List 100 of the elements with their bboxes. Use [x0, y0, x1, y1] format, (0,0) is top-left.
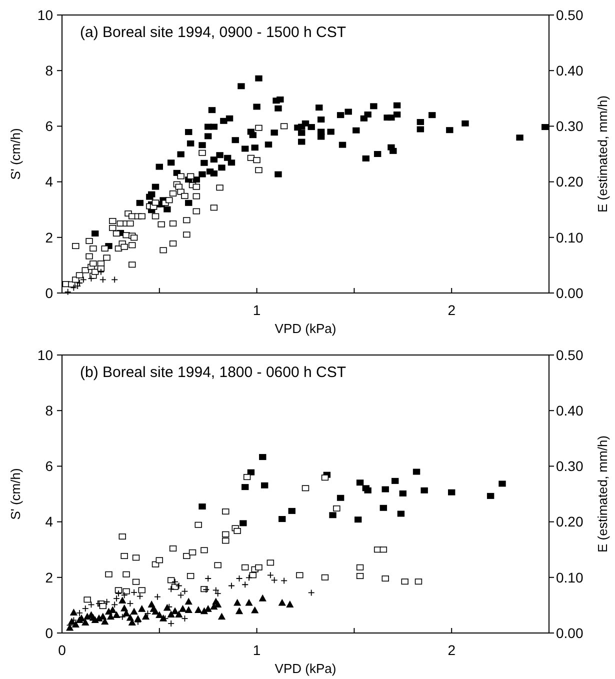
point	[70, 608, 78, 616]
point	[333, 505, 340, 512]
point	[204, 605, 212, 612]
point	[198, 504, 206, 510]
point	[242, 581, 249, 588]
y2-tick-label: 0.00	[556, 284, 584, 301]
point	[136, 592, 144, 600]
point	[242, 564, 249, 570]
point	[126, 600, 134, 607]
point	[118, 534, 126, 540]
point	[74, 282, 82, 290]
point	[321, 574, 329, 580]
point	[356, 573, 364, 580]
point	[399, 490, 406, 496]
point	[76, 610, 83, 616]
point	[392, 478, 399, 484]
point	[214, 590, 222, 597]
point	[214, 562, 222, 568]
point	[88, 601, 95, 608]
point	[84, 596, 91, 603]
y2-tick-label: 0.20	[556, 174, 584, 190]
point	[288, 508, 296, 514]
point	[212, 586, 220, 594]
point	[486, 492, 494, 499]
point	[122, 571, 130, 578]
point	[175, 610, 182, 618]
point	[114, 587, 122, 594]
point	[280, 577, 288, 584]
point	[113, 595, 120, 602]
y2-tick-label: 0.30	[556, 458, 584, 474]
y2-tick-label: 0.20	[556, 514, 584, 530]
point	[107, 613, 114, 620]
point	[82, 618, 89, 626]
point	[168, 620, 175, 627]
point	[130, 608, 138, 615]
point	[154, 593, 161, 600]
point	[80, 276, 87, 284]
point	[321, 474, 329, 481]
point	[169, 545, 177, 552]
point	[109, 606, 116, 614]
point	[144, 610, 152, 617]
point	[172, 578, 178, 586]
point	[103, 598, 110, 606]
point	[448, 489, 456, 496]
point	[222, 538, 230, 544]
point	[134, 615, 142, 622]
point	[99, 276, 106, 284]
y2-tick-label: 0.00	[556, 624, 584, 641]
y-tick-label: 4	[45, 514, 54, 530]
point	[380, 504, 388, 511]
point	[66, 624, 74, 631]
point	[88, 275, 95, 282]
point	[414, 578, 422, 585]
point	[118, 596, 126, 604]
y-tick-label: 6	[45, 118, 54, 134]
y-tick-label: 2	[45, 229, 54, 246]
point	[356, 480, 364, 486]
point	[185, 598, 192, 605]
point	[96, 600, 102, 607]
y-tick-label: 4	[45, 174, 54, 190]
y2-axis-title: E (estimated, mm/h)	[595, 435, 610, 553]
point	[98, 268, 104, 276]
x-axis-title: VPD (kPa)	[274, 661, 336, 676]
point	[132, 554, 140, 561]
point	[194, 522, 202, 528]
point	[132, 578, 140, 585]
point	[278, 516, 286, 522]
y-tick-label: 0	[45, 284, 54, 301]
point	[498, 480, 506, 487]
point	[200, 547, 208, 554]
point	[236, 575, 243, 582]
y2-tick-label: 0.40	[556, 402, 584, 418]
point	[240, 520, 247, 526]
point	[356, 564, 364, 570]
point	[111, 601, 118, 608]
point	[380, 546, 388, 553]
x-tick-label: 1	[252, 302, 261, 318]
point	[70, 284, 78, 292]
point	[259, 594, 266, 602]
point	[242, 484, 249, 490]
point	[138, 605, 146, 612]
point	[101, 618, 108, 625]
point	[243, 474, 251, 480]
point	[246, 574, 252, 582]
point	[168, 586, 175, 593]
y-tick-label: 6	[45, 458, 54, 474]
point	[420, 487, 428, 494]
y-axis-title: S' (cm/h)	[8, 468, 23, 520]
y2-tick-label: 0.30	[556, 118, 584, 134]
point	[175, 582, 182, 590]
point	[120, 552, 128, 559]
point	[152, 608, 160, 615]
point	[382, 486, 389, 492]
y-axis-title: S' (cm/h)	[8, 128, 23, 180]
point	[278, 599, 286, 606]
point	[308, 589, 315, 596]
point	[105, 571, 112, 578]
point	[181, 588, 188, 595]
point	[228, 582, 235, 590]
point	[214, 600, 222, 608]
